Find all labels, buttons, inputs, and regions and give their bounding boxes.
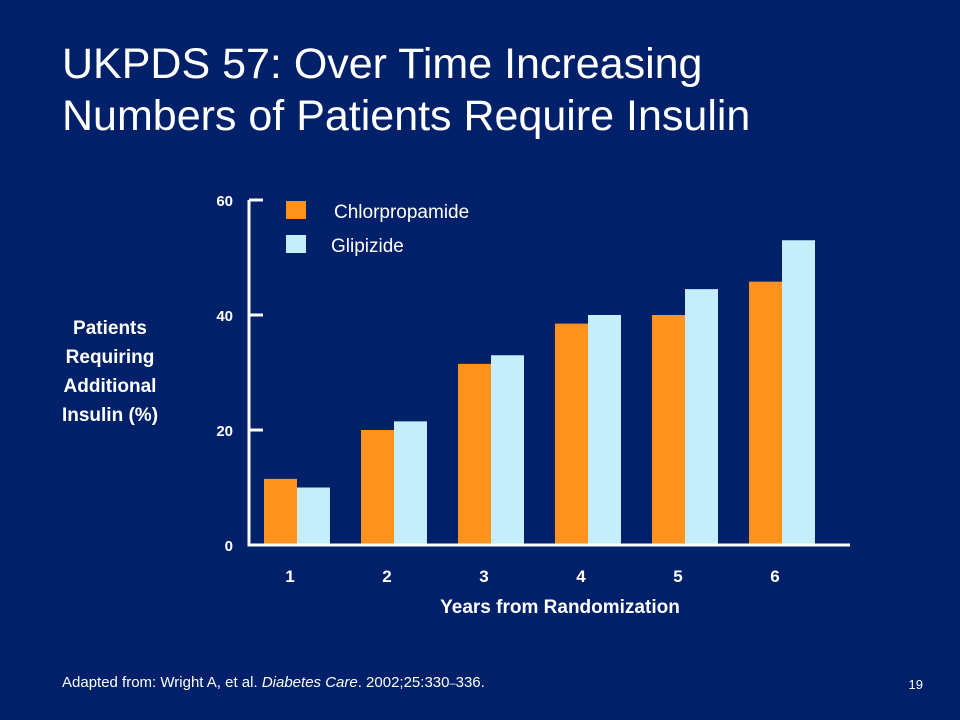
y-tick-label: 60 bbox=[216, 193, 233, 210]
x-tick-label: 6 bbox=[770, 567, 779, 586]
citation-suffix: . 2002;25:330 bbox=[357, 674, 450, 691]
y-tick-label: 20 bbox=[216, 423, 233, 440]
citation-dash: – bbox=[449, 678, 456, 690]
bar-chlorpropamide-year-5 bbox=[652, 315, 685, 545]
y-tick-label: 40 bbox=[216, 308, 233, 325]
citation-journal: Diabetes Care bbox=[261, 674, 358, 691]
citation-end: 336. bbox=[455, 674, 485, 691]
page-number: 19 bbox=[908, 677, 923, 692]
x-tick-label: 3 bbox=[479, 567, 488, 586]
bar-glipizide-year-1 bbox=[297, 487, 330, 545]
bar-chlorpropamide-year-1 bbox=[264, 478, 297, 545]
citation: Adapted from: Wright A, et al. Diabetes … bbox=[62, 674, 485, 691]
x-tick-label: 2 bbox=[382, 567, 391, 586]
x-tick-label: 1 bbox=[285, 567, 294, 586]
y-axis-label-line: Patients bbox=[73, 318, 147, 339]
bar-glipizide-year-5 bbox=[685, 289, 718, 545]
y-axis-label: Patients Requiring Additional Insulin (%… bbox=[50, 314, 170, 430]
bar-glipizide-year-6 bbox=[782, 240, 815, 545]
y-axis-label-line: Requiring bbox=[65, 347, 155, 368]
title-line-1: UKPDS 57: Over Time Increasing bbox=[62, 40, 703, 88]
y-axis-label-line: Insulin (%) bbox=[61, 405, 159, 426]
bar-chlorpropamide-year-3 bbox=[458, 363, 491, 545]
bar-glipizide-year-4 bbox=[588, 315, 621, 545]
x-tick-label: 4 bbox=[576, 567, 586, 586]
legend-label-glipizide: Glipizide bbox=[331, 236, 404, 257]
legend-label-chlorpropamide: Chlorpropamide bbox=[334, 202, 469, 223]
slide-title: UKPDS 57: Over Time Increasing Numbers o… bbox=[62, 38, 922, 142]
x-axis-label: Years from Randomization bbox=[440, 597, 680, 618]
bar-chlorpropamide-year-4 bbox=[555, 323, 588, 545]
bar-glipizide-year-2 bbox=[394, 421, 427, 545]
title-line-2: Numbers of Patients Require Insulin bbox=[62, 92, 751, 140]
citation-prefix: Adapted from: Wright A, et al. bbox=[62, 674, 258, 691]
legend-swatch-glipizide bbox=[286, 235, 306, 253]
y-axis-label-line: Additional bbox=[63, 376, 157, 397]
x-tick-label: 5 bbox=[673, 567, 682, 586]
bar-glipizide-year-3 bbox=[491, 355, 524, 545]
legend-swatch-chlorpropamide bbox=[286, 201, 306, 219]
y-tick-label: 0 bbox=[225, 538, 233, 555]
bar-chlorpropamide-year-2 bbox=[361, 430, 394, 545]
bar-chlorpropamide-year-6 bbox=[749, 281, 782, 545]
